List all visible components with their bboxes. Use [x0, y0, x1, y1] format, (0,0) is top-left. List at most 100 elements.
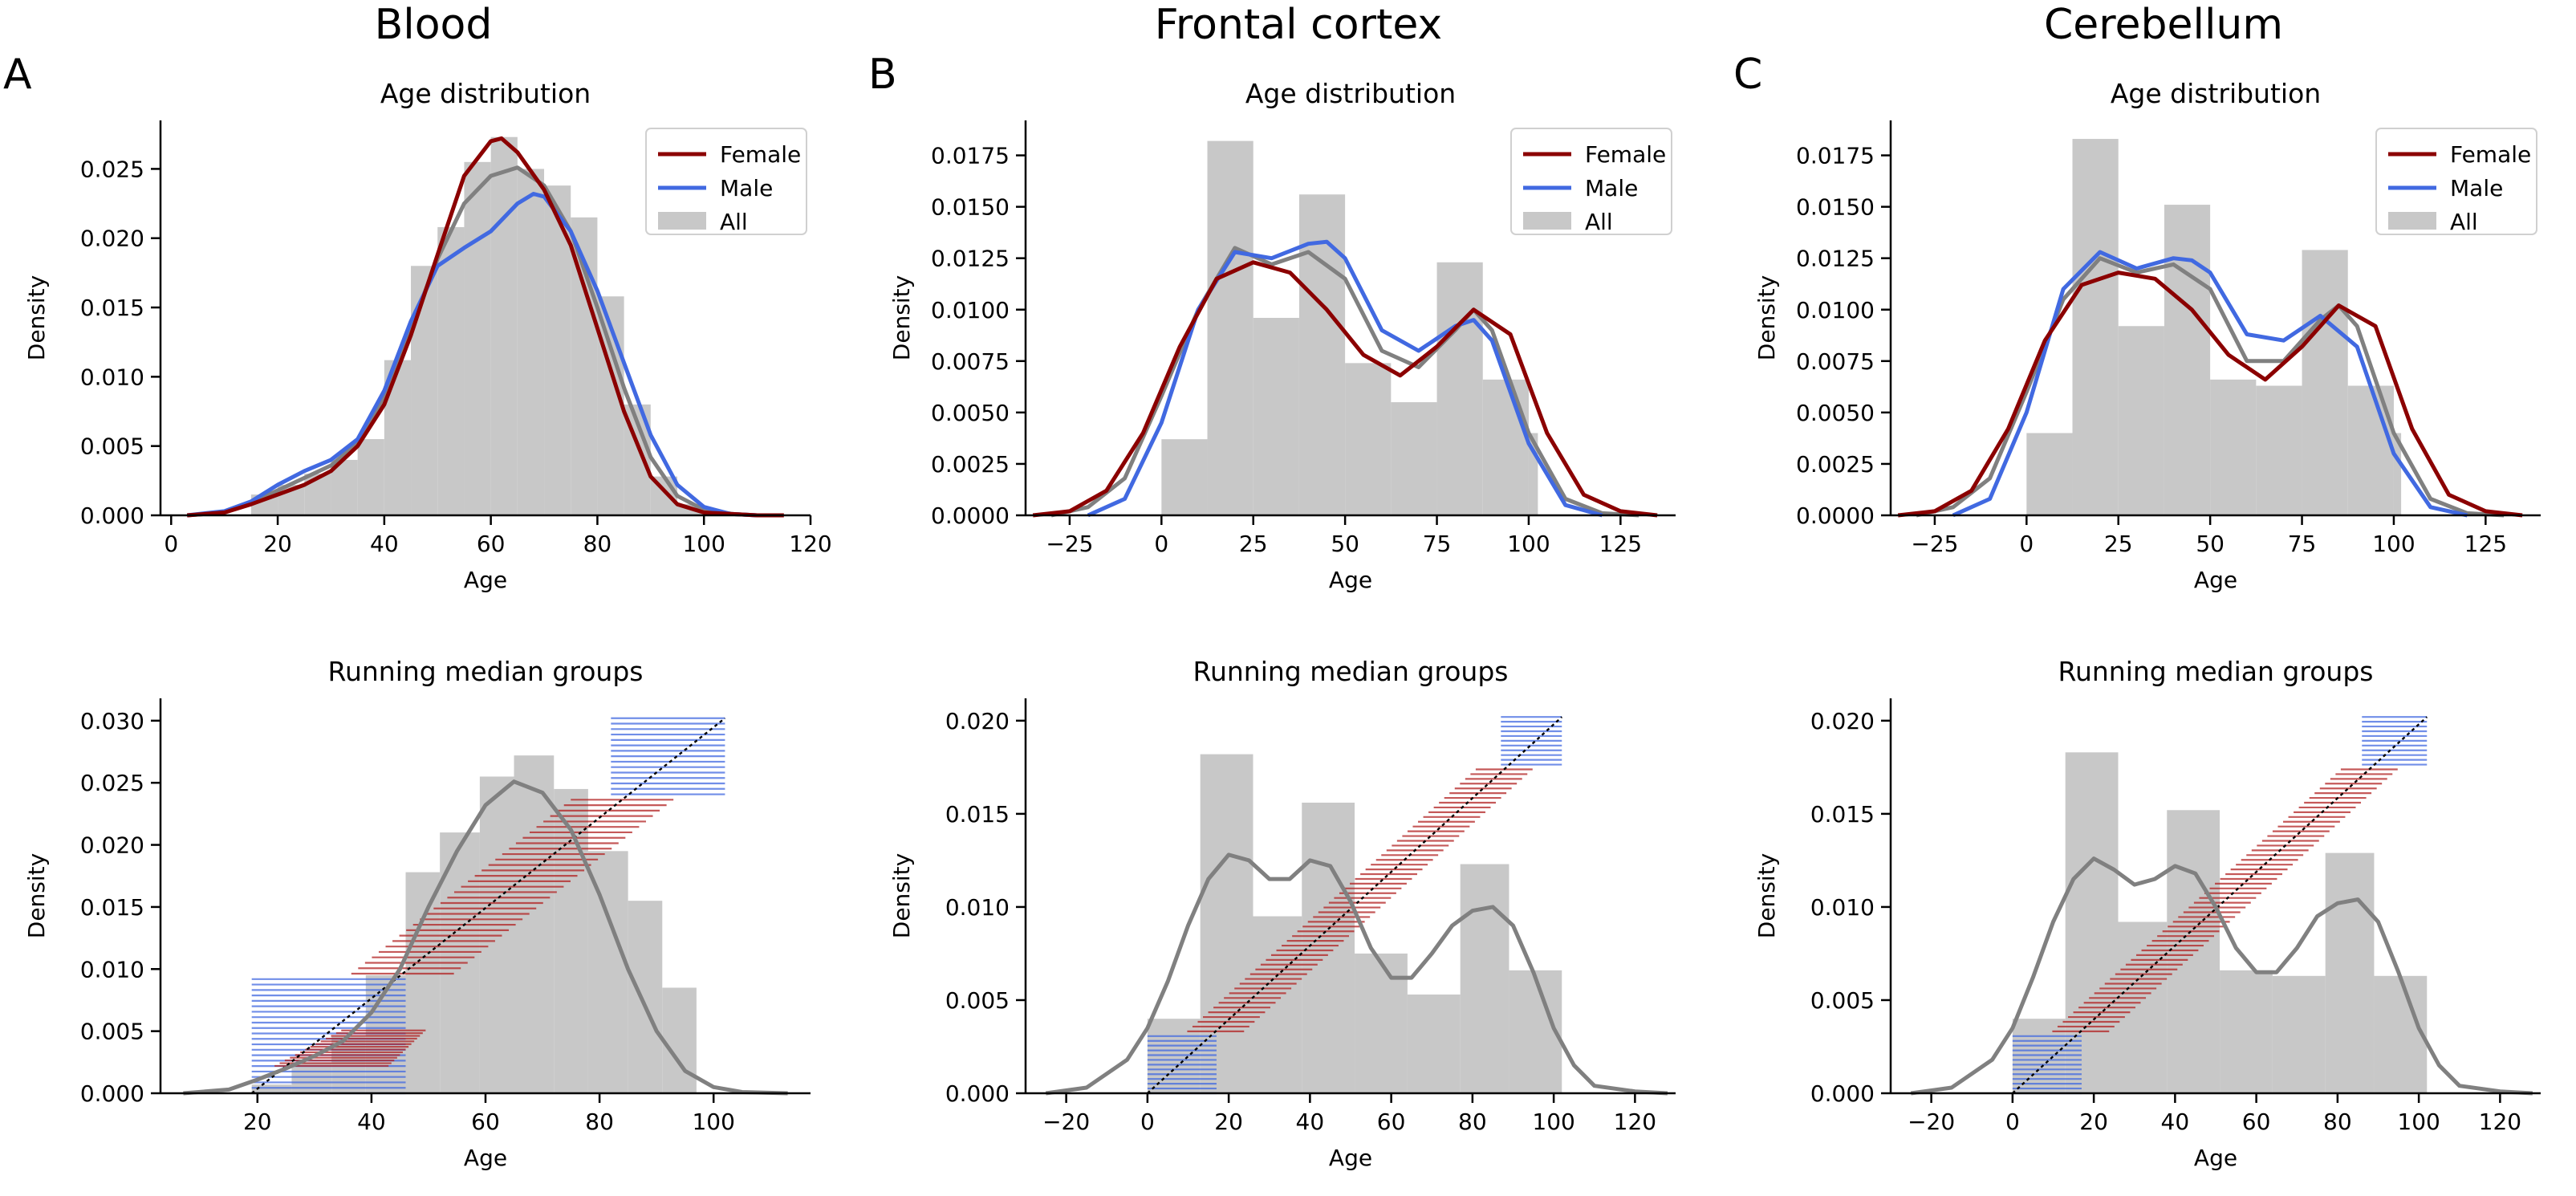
histogram-bar: [1298, 194, 1346, 515]
histogram-bar: [662, 987, 697, 1093]
x-tick-label: 25: [2104, 531, 2133, 557]
y-tick-label: 0.000: [945, 1080, 1010, 1107]
histogram-bar: [437, 226, 465, 515]
kde-line-male: [186, 192, 758, 518]
kde-line-all: [1045, 852, 1668, 1096]
histogram: [250, 136, 731, 515]
y-axis-label: Density: [23, 853, 50, 938]
y-tick-label: 0.005: [80, 433, 144, 460]
x-axis-label: Age: [2194, 567, 2237, 593]
y-tick-label: 0.005: [1810, 987, 1875, 1014]
panel-letter-b: B: [868, 51, 897, 99]
kde-line-all: [187, 165, 758, 518]
y-tick-label: 0.010: [945, 894, 1010, 921]
y-tick-label: 0.005: [80, 1019, 144, 1045]
histogram-bar: [1355, 953, 1408, 1093]
histogram-bar: [1200, 754, 1253, 1093]
y-tick-label: 0.010: [1810, 894, 1875, 921]
y-tick-label: 0.000: [80, 1080, 144, 1107]
panel-blood-age-distribution: 0.000 0.005 0.010 0.015 0.020 0.025 0 20 40 60 80 1…: [23, 78, 832, 593]
y-tick-label: 0.025: [80, 156, 144, 182]
histogram-bar: [1509, 970, 1562, 1093]
x-tick-label: 100: [2397, 1109, 2440, 1135]
histogram-bar: [1482, 379, 1529, 515]
kde-line-male: [1952, 250, 2468, 518]
histogram-bar: [1528, 433, 1538, 515]
panel-letter-c: C: [1733, 51, 1762, 99]
histogram-bar: [2210, 379, 2257, 515]
y-axis-label: Density: [1753, 275, 1780, 360]
y-tick-label: 0.020: [80, 226, 144, 252]
panel-blood-running-median: 0.000 0.005 0.010 0.015 0.020 0.025 0.030 20 40 6…: [23, 656, 811, 1171]
y-tick-label: 0.0000: [1796, 502, 1875, 529]
kde-line-all: [1916, 256, 2505, 518]
y-tick-label: 0.015: [80, 295, 144, 321]
kde-line-female: [187, 136, 784, 518]
legend-label-all: All: [1585, 209, 1613, 235]
legend-label-female: Female: [720, 141, 801, 168]
panel-title: Age distribution: [380, 78, 591, 109]
histogram-bar: [1207, 140, 1253, 515]
legend-label-male: Male: [2450, 175, 2503, 201]
column-title-frontal-cortex: Frontal cortex: [1155, 1, 1442, 49]
histogram: [1161, 140, 1538, 515]
histogram-bar: [2220, 970, 2273, 1093]
histogram: [2012, 752, 2428, 1093]
y-tick-label: 0.020: [1810, 708, 1875, 734]
panel-cerebellum-age-distribution: 0.0000 0.0025 0.0050 0.0075 0.0100 0.0125 0.01…: [1753, 78, 2541, 593]
x-tick-label: 40: [357, 1109, 386, 1135]
y-tick-label: 0.0100: [1796, 297, 1875, 323]
histogram-bar: [2164, 205, 2211, 515]
y-tick-label: 0.010: [80, 956, 144, 982]
histogram-bar: [597, 296, 624, 515]
y-tick-label: 0.0175: [931, 143, 1010, 169]
histogram-bar: [2256, 385, 2302, 515]
histogram-bar: [1436, 262, 1483, 515]
histogram-bar: [405, 872, 441, 1093]
y-tick-label: 0.000: [1810, 1080, 1875, 1107]
y-axis-label: Density: [888, 853, 915, 938]
kde-line-all: [183, 779, 788, 1096]
histogram-bar: [1407, 995, 1461, 1093]
y-tick-label: 0.0150: [1796, 194, 1875, 221]
panel-cerebellum-running-median: 0.000 0.005 0.010 0.015 0.020 −20 0 20 40 60 80 100…: [1753, 656, 2541, 1171]
kde-line-male: [1087, 239, 1603, 518]
kde-line-all: [1910, 856, 2533, 1096]
histogram-bar: [464, 161, 491, 515]
x-tick-label: 75: [1423, 531, 1452, 557]
y-tick-label: 0.0075: [931, 348, 1010, 375]
x-tick-label: 100: [682, 531, 725, 557]
legend-label-male: Male: [1585, 175, 1638, 201]
histogram-bar: [1391, 402, 1437, 515]
histogram-bar: [2065, 752, 2119, 1093]
x-tick-label: 20: [1214, 1109, 1243, 1135]
legend-label-all: All: [2450, 209, 2478, 235]
histogram-bar: [2302, 250, 2348, 515]
y-tick-label: 0.0125: [931, 246, 1010, 272]
histogram-bar: [411, 266, 438, 515]
histogram-bar: [517, 169, 545, 515]
y-tick-label: 0.0175: [1796, 143, 1875, 169]
histogram-bar: [2374, 975, 2428, 1093]
y-tick-label: 0.0050: [1796, 400, 1875, 426]
panel-title: Running median groups: [2058, 656, 2374, 687]
x-axis-label: Age: [464, 567, 507, 593]
legend-label-female: Female: [2450, 141, 2531, 168]
histogram-bar: [2118, 326, 2164, 515]
y-tick-label: 0.015: [1810, 801, 1875, 828]
legend-label-female: Female: [1585, 141, 1666, 168]
legend: Female Male All: [2375, 128, 2537, 235]
x-tick-label: −25: [1911, 531, 1958, 557]
x-tick-label: −25: [1046, 531, 1093, 557]
x-tick-label: 40: [1296, 1109, 1325, 1135]
histogram-bar: [2393, 433, 2402, 515]
x-tick-label: 60: [1377, 1109, 1406, 1135]
histogram-bar: [1460, 864, 1509, 1093]
panel-title: Age distribution: [2111, 78, 2321, 109]
x-tick-label: 60: [471, 1109, 500, 1135]
x-tick-label: 0: [1140, 1109, 1155, 1135]
histogram-bar: [628, 901, 663, 1093]
x-tick-label: 100: [1507, 531, 1550, 557]
y-axis-label: Density: [1753, 853, 1780, 938]
